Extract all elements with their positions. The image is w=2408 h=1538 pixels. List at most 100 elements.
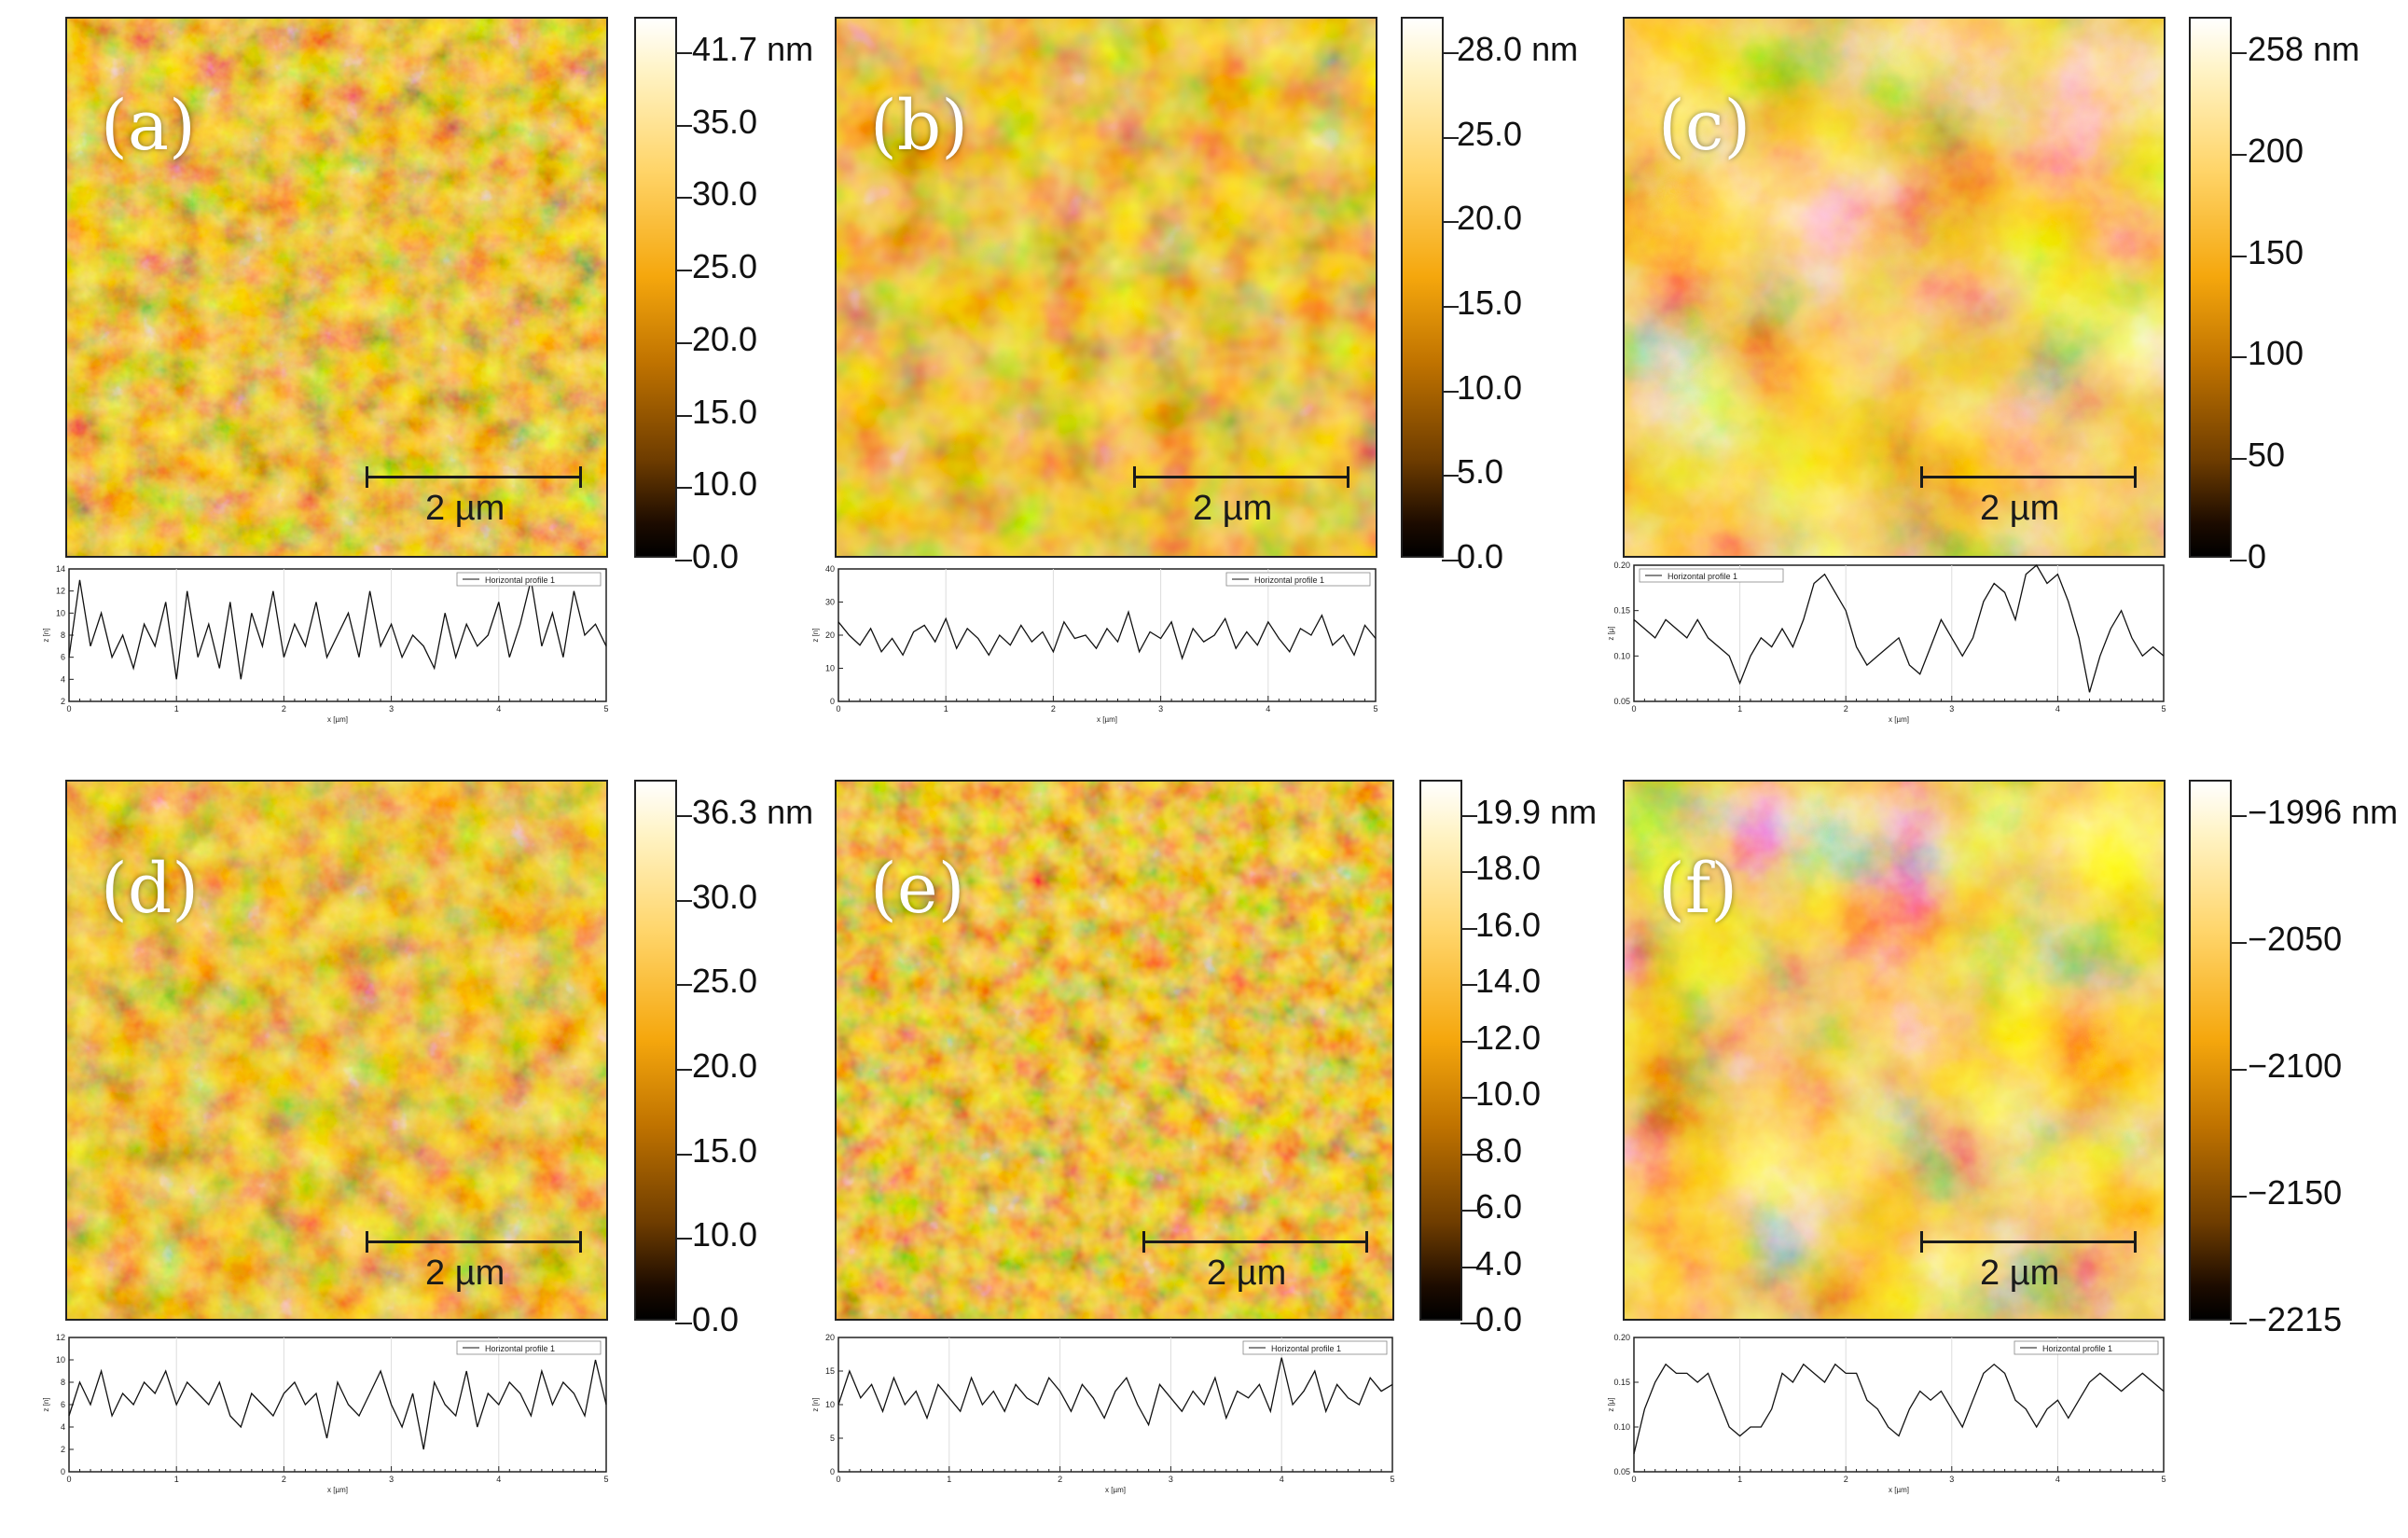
afm-image-a <box>65 17 608 558</box>
panel-label-b: (b) <box>870 86 969 166</box>
x-axis-label: x [µm] <box>1889 715 1909 724</box>
colorbar-tick <box>2230 560 2247 561</box>
colorbar-tick-label: 10.0 <box>1457 367 1523 407</box>
y-tick-label: 4 <box>61 674 65 684</box>
legend-label: Horizontal profile 1 <box>1668 572 1737 581</box>
y-axis-label: z [n] <box>811 1397 820 1411</box>
colorbar-tick-label: 30.0 <box>692 174 758 214</box>
colorbar-tick-label: −2100 <box>2248 1046 2343 1085</box>
colorbar-tick <box>1460 1266 1477 1268</box>
x-tick-label: 2 <box>1051 704 1056 714</box>
y-tick-label: 0.15 <box>1613 606 1630 616</box>
y-tick-label: 15 <box>825 1366 835 1376</box>
scale-bar-c <box>1920 466 2137 488</box>
colorbar-tick-label: 20.0 <box>1457 199 1523 238</box>
colorbar-tick-label: 10.0 <box>692 1215 758 1254</box>
colorbar-tick <box>1460 871 1477 874</box>
y-tick-label: 14 <box>56 564 65 574</box>
scale-bar-label-d: 2 µm <box>425 1254 505 1293</box>
colorbar-a <box>634 17 677 558</box>
y-tick-label: 40 <box>825 564 835 574</box>
x-tick-label: 4 <box>1266 704 1270 714</box>
scale-bar-f <box>1920 1231 2137 1253</box>
profile-frame <box>68 1337 607 1473</box>
x-tick-label: 0 <box>1631 704 1636 714</box>
y-tick-label: 0.20 <box>1613 1333 1630 1342</box>
colorbar-tick <box>675 560 692 561</box>
colorbar-tick-label: 18.0 <box>1475 849 1542 888</box>
colorbar-tick <box>2230 153 2247 156</box>
panel-label-f: (f) <box>1658 849 1738 929</box>
y-tick-label: 0 <box>830 697 835 706</box>
y-tick-label: 2 <box>61 1445 65 1454</box>
y-tick-label: 4 <box>61 1422 65 1432</box>
colorbar-tick <box>1442 475 1459 478</box>
x-tick-label: 5 <box>603 704 608 714</box>
colorbar-tick-label: 50 <box>2248 436 2286 475</box>
profile-series-line <box>837 609 1377 660</box>
height-profile-b: 0 1 2 3 4 5 x [µm] 40 30 20 10 0 z [n] Horizontal pro… <box>811 564 1378 726</box>
colorbar-tick <box>1460 1153 1477 1156</box>
colorbar-tick-label: 25.0 <box>692 247 758 286</box>
panel-label-d: (d) <box>101 849 200 929</box>
colorbar-tick <box>1460 984 1477 987</box>
afm-image-e <box>835 780 1394 1321</box>
scale-bar-e <box>1142 1231 1368 1253</box>
legend-box <box>2014 1340 2159 1355</box>
legend-label: Horizontal profile 1 <box>1254 575 1324 585</box>
afm-image-f <box>1623 780 2166 1321</box>
x-tick-label: 2 <box>282 1475 286 1484</box>
x-axis-label: x [µm] <box>327 715 348 724</box>
colorbar-c <box>2189 17 2232 558</box>
scale-bar-label-f: 2 µm <box>1980 1254 2060 1293</box>
colorbar-tick-label: 0.0 <box>692 1300 740 1338</box>
colorbar-tick-label: 0.0 <box>692 537 740 575</box>
colorbar-tick-label: 36.3 nm <box>692 793 814 831</box>
afm-image-c <box>1623 17 2166 558</box>
colorbar-tick <box>1442 136 1459 139</box>
colorbar-tick <box>675 815 692 817</box>
colorbar-tick-label: 5.0 <box>1457 452 1504 492</box>
colorbar-tick <box>2230 255 2247 257</box>
colorbar-d <box>634 780 677 1321</box>
y-tick-label: 8 <box>61 630 65 640</box>
colorbar-tick <box>675 1069 692 1071</box>
x-tick-label: 3 <box>389 1475 394 1484</box>
y-tick-label: 2 <box>61 697 65 706</box>
colorbar-tick-label: 258 nm <box>2248 30 2360 68</box>
colorbar-tick <box>2230 815 2247 817</box>
scale-bar-label-c: 2 µm <box>1980 489 2060 528</box>
colorbar-tick <box>675 197 692 200</box>
colorbar-tick <box>2230 942 2247 944</box>
colorbar-tick <box>2230 52 2247 54</box>
afm-image-d <box>65 780 608 1321</box>
colorbar-tick <box>1460 1210 1477 1212</box>
y-tick-label: 0.10 <box>1613 651 1630 660</box>
x-tick-label: 0 <box>836 1475 840 1484</box>
colorbar-tick-label: 0 <box>2248 537 2267 575</box>
colorbar-tick-label: 6.0 <box>1475 1187 1523 1226</box>
colorbar-tick <box>675 984 692 987</box>
y-tick-label: 5 <box>830 1434 835 1443</box>
colorbar-tick-label: 30.0 <box>692 877 758 916</box>
x-tick-label: 0 <box>66 704 71 714</box>
legend-box <box>456 1340 602 1355</box>
scale-bar-label-e: 2 µm <box>1207 1254 1287 1293</box>
y-tick-label: 20 <box>825 1333 835 1342</box>
colorbar-e <box>1419 780 1462 1321</box>
colorbar-tick-label: 0.0 <box>1457 537 1504 575</box>
profile-frame <box>1633 1337 2165 1473</box>
y-tick-label: 6 <box>61 653 65 662</box>
legend-label: Horizontal profile 1 <box>1271 1344 1341 1353</box>
y-tick-label: 0.05 <box>1613 1467 1630 1476</box>
scale-bar-a <box>366 466 582 488</box>
x-axis-label: x [µm] <box>1105 1486 1126 1494</box>
profile-frame <box>1633 564 2165 702</box>
x-tick-label: 2 <box>282 704 286 714</box>
colorbar-tick-label: 25.0 <box>692 962 758 1001</box>
y-tick-label: 0.10 <box>1613 1422 1630 1432</box>
profile-series-line <box>837 1357 1393 1427</box>
x-tick-label: 1 <box>174 1475 179 1484</box>
y-axis-label: z [n] <box>42 628 50 642</box>
